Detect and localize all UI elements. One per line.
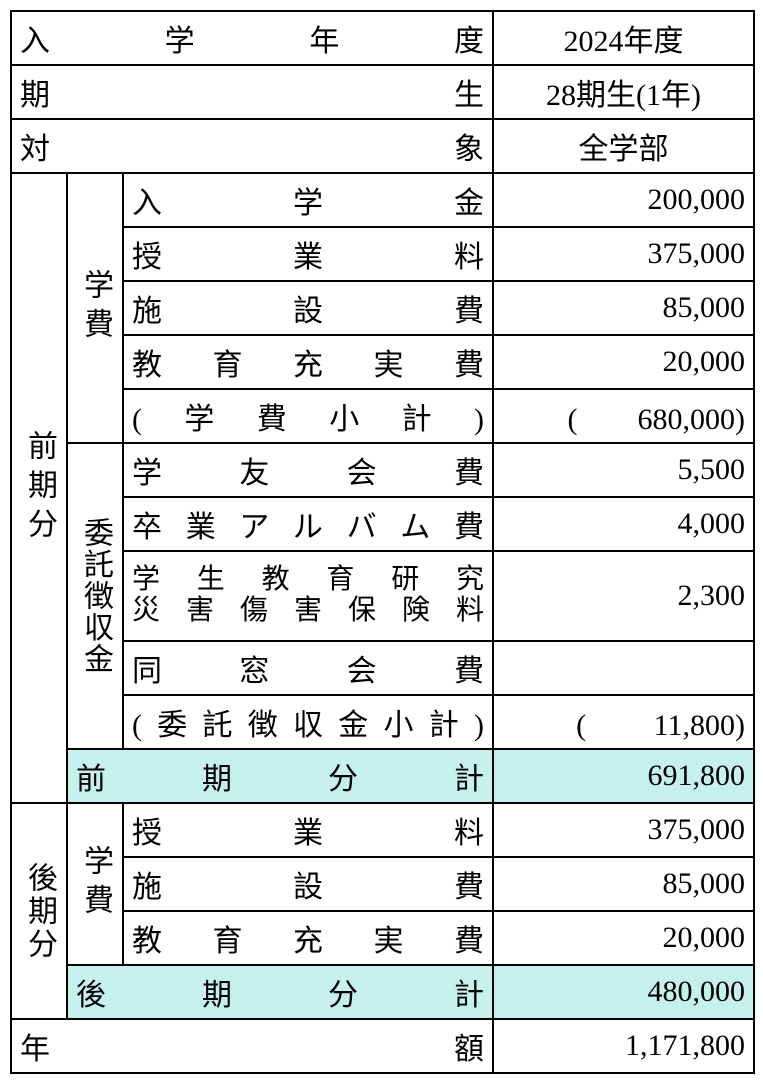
entrusted-item-line1: 学生教育研究 [132,565,484,596]
tuition-item-name: 入学金 [123,173,493,227]
target-label: 対象 [11,119,493,173]
fee-table: 入学年度 2024年度 期生 28期生(1年) 対象 全学部 前期分 学費 入学… [10,10,755,1074]
tuition-subtotal-label: (学費小計) [123,389,493,443]
entrusted-item-value: 4,000 [493,497,754,551]
first-term-total-label: 前期分計 [67,749,493,803]
entrusted-item-name-multi: 学生教育研究 災害傷害保険料 [123,551,493,641]
tuition-label-2: 学費 [67,803,123,965]
tuition-item-value: 200,000 [493,173,754,227]
first-term-label: 前期分 [11,173,67,803]
tuition-item-value: 20,000 [493,911,754,965]
annual-value: 1,171,800 [493,1019,754,1073]
tuition-item-value: 85,000 [493,857,754,911]
tuition-item-name: 教育充実費 [123,335,493,389]
tuition-item-value: 375,000 [493,227,754,281]
tuition-item-name: 授業料 [123,803,493,857]
tuition-subtotal-value: ( 680,000) [493,389,754,443]
second-term-total-label: 後期分計 [67,965,493,1019]
tuition-item-name: 教育充実費 [123,911,493,965]
annual-label: 年額 [11,1019,493,1073]
tuition-item-name: 施設費 [123,857,493,911]
first-term-total-value: 691,800 [493,749,754,803]
entrusted-item-name: 同窓会費 [123,641,493,695]
second-term-label: 後期分 [11,803,67,1019]
target-value: 全学部 [493,119,754,173]
entrusted-subtotal-label: (委託徴収金小計) [123,695,493,749]
tuition-item-value: 20,000 [493,335,754,389]
entrusted-item-value [493,641,754,695]
tuition-item-value: 85,000 [493,281,754,335]
entrusted-item-name: 卒業アルバム費 [123,497,493,551]
tuition-item-name: 施設費 [123,281,493,335]
second-term-total-value: 480,000 [493,965,754,1019]
class-value: 28期生(1年) [493,65,754,119]
entrusted-item-line2: 災害傷害保険料 [132,596,484,627]
entrusted-subtotal-value: ( 11,800) [493,695,754,749]
admission-year-label: 入学年度 [11,11,493,65]
entrusted-item-name: 学友会費 [123,443,493,497]
tuition-label-1: 学費 [67,173,123,443]
entrusted-item-value: 5,500 [493,443,754,497]
admission-year-value: 2024年度 [493,11,754,65]
tuition-item-value: 375,000 [493,803,754,857]
tuition-item-name: 授業料 [123,227,493,281]
entrusted-item-value: 2,300 [493,551,754,641]
entrusted-label: 委託徴収金 [67,443,123,749]
class-label: 期生 [11,65,493,119]
